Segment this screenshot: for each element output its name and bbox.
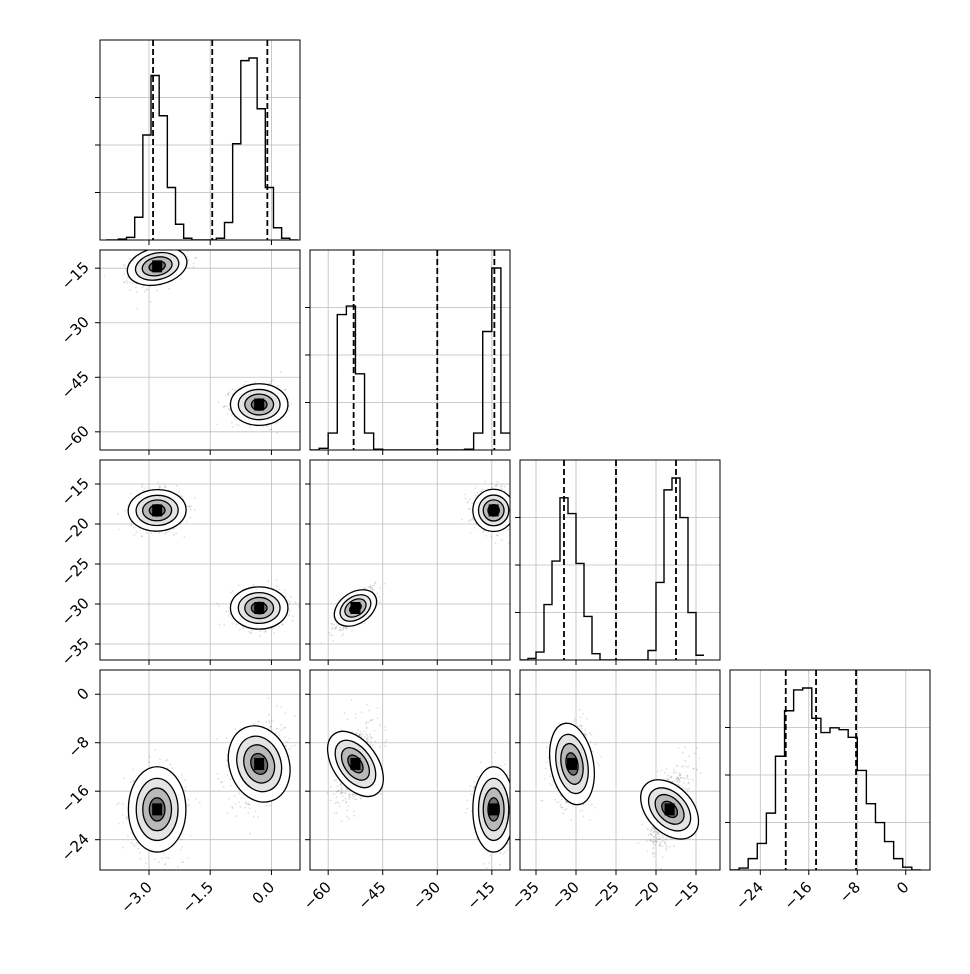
panel-2-2 <box>515 460 720 665</box>
x-tick-label: −24 <box>732 878 767 913</box>
panel-area <box>100 460 307 660</box>
density-peak-0 <box>152 260 162 272</box>
x-tick-label: 0 <box>893 878 912 897</box>
x-tick-label: −30 <box>409 878 444 913</box>
panel-area <box>520 670 720 873</box>
y-tick-label: −8 <box>64 733 92 761</box>
y-tick-label: −20 <box>58 514 93 549</box>
density-peak-1 <box>254 399 264 411</box>
x-tick-label: −16 <box>781 878 816 913</box>
y-tick-label: −25 <box>58 554 93 589</box>
y-tick-label: −60 <box>58 422 93 457</box>
y-tick-label: −30 <box>58 313 93 348</box>
x-tick-label: −8 <box>836 878 864 906</box>
y-tick-label: −15 <box>58 474 93 509</box>
density-peak-0 <box>152 803 162 815</box>
density-peak-1 <box>350 602 360 614</box>
panel-3-0: −24 −16 −8 0 −3.0 −1.5 0.0 <box>58 670 300 917</box>
panel-area <box>100 40 300 240</box>
panel-3-3: −24 −16 −8 0 <box>725 670 930 913</box>
x-tick-label: −1.5 <box>179 878 217 916</box>
panel-1-0: −60 −45 −30 −15 <box>58 240 302 457</box>
density-peak-1 <box>254 602 264 614</box>
x-tick-label: −35 <box>508 878 543 913</box>
panel-frame <box>100 40 300 240</box>
x-tick-label: −45 <box>354 878 389 913</box>
panel-area <box>100 240 302 450</box>
y-tick-label: −45 <box>58 367 93 402</box>
panel-3-1: −60 −45 −30 −15 <box>300 670 523 913</box>
panel-area <box>520 460 720 660</box>
density-peak-1 <box>567 758 577 770</box>
x-tick-label: −15 <box>464 878 499 913</box>
panel-3-2: −35−30−25−20−15 <box>508 670 720 913</box>
y-tick-label: −24 <box>58 830 93 865</box>
panel-2-0: −35 −30 −25 −20 −15 <box>58 460 308 669</box>
x-tick-label: −3.0 <box>117 878 155 916</box>
y-tick-label: 0 <box>73 684 92 703</box>
density-peak-1 <box>254 758 264 770</box>
panel-area <box>730 670 930 870</box>
panel-area <box>310 250 510 450</box>
density-peak-0 <box>152 504 162 516</box>
panel-area <box>310 670 523 877</box>
density-peak-0 <box>665 803 675 815</box>
panel-area <box>310 460 519 660</box>
histogram-step-0 <box>106 58 298 240</box>
density-peak-0 <box>489 803 499 815</box>
histogram-step-1 <box>310 268 510 450</box>
y-tick-label: −30 <box>58 594 93 629</box>
density-peak-0 <box>489 504 499 516</box>
x-tick-label: −30 <box>548 878 583 913</box>
histogram-step-3 <box>730 688 921 870</box>
panel-frame <box>310 250 510 450</box>
y-tick-label: −16 <box>58 781 93 816</box>
y-tick-label: −35 <box>58 634 93 669</box>
panel-frame <box>100 460 300 660</box>
panel-2-1 <box>305 460 519 665</box>
x-tick-label: −15 <box>668 878 703 913</box>
panel-frame <box>520 460 720 660</box>
density-peak-1 <box>350 758 360 770</box>
x-tick-label: −20 <box>628 878 663 913</box>
y-tick-label: −15 <box>58 258 93 293</box>
panel-area <box>100 670 300 870</box>
panel-0-0 <box>95 40 300 245</box>
x-tick-label: −60 <box>300 878 335 913</box>
panel-1-1 <box>305 250 510 455</box>
x-tick-label: −25 <box>588 878 623 913</box>
x-tick-label: 0.0 <box>249 878 279 908</box>
